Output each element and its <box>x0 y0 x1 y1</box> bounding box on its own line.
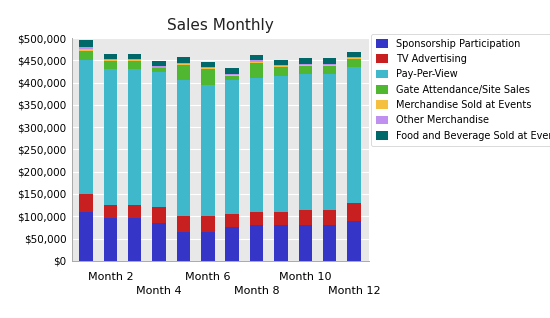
Bar <box>323 210 336 225</box>
Bar <box>347 57 361 58</box>
Bar <box>152 66 166 67</box>
Bar <box>104 59 117 60</box>
Bar <box>250 78 263 212</box>
Text: Month 6: Month 6 <box>185 272 230 282</box>
Bar <box>323 74 336 210</box>
Bar <box>152 68 166 72</box>
Bar <box>201 69 214 85</box>
Bar <box>226 214 239 227</box>
Text: Month 2: Month 2 <box>87 272 133 282</box>
Bar <box>250 55 263 60</box>
Bar <box>299 58 312 64</box>
Bar <box>250 60 263 62</box>
Text: Month 8: Month 8 <box>234 286 279 296</box>
Bar <box>152 72 166 207</box>
Bar <box>274 212 288 225</box>
Bar <box>128 218 141 261</box>
Bar <box>177 216 190 232</box>
Bar <box>274 59 288 65</box>
Bar <box>323 225 336 261</box>
Bar <box>250 212 263 225</box>
Bar <box>226 75 239 76</box>
Bar <box>104 61 117 69</box>
Bar <box>347 203 361 221</box>
Bar <box>201 68 214 69</box>
Bar <box>226 227 239 261</box>
Bar <box>347 59 361 67</box>
Bar <box>274 76 288 212</box>
Title: Sales Monthly: Sales Monthly <box>167 18 273 33</box>
Bar <box>152 207 166 223</box>
Bar <box>201 232 214 261</box>
Bar <box>347 52 361 57</box>
Bar <box>201 85 214 216</box>
Text: Month 4: Month 4 <box>136 286 182 296</box>
Bar <box>79 49 93 51</box>
Bar <box>79 194 93 212</box>
Bar <box>250 225 263 261</box>
Bar <box>274 225 288 261</box>
Bar <box>79 60 93 194</box>
Bar <box>323 64 336 65</box>
Bar <box>226 74 239 75</box>
Bar <box>347 221 361 261</box>
Bar <box>128 54 141 59</box>
Bar <box>128 69 141 205</box>
Legend: Sponsorship Participation, TV Advertising, Pay-Per-View, Gate Attendance/Site Sa: Sponsorship Participation, TV Advertisin… <box>371 34 550 146</box>
Bar <box>152 223 166 261</box>
Bar <box>226 80 239 214</box>
Bar <box>201 216 214 232</box>
Bar <box>226 76 239 80</box>
Bar <box>299 65 312 66</box>
Bar <box>347 67 361 203</box>
Bar <box>201 67 214 68</box>
Text: Month 10: Month 10 <box>279 272 332 282</box>
Bar <box>128 205 141 218</box>
Bar <box>152 67 166 68</box>
Bar <box>299 225 312 261</box>
Bar <box>79 51 93 60</box>
Bar <box>152 61 166 66</box>
Bar <box>323 66 336 74</box>
Bar <box>299 66 312 74</box>
Bar <box>250 63 263 78</box>
Bar <box>104 54 117 59</box>
Bar <box>299 64 312 65</box>
Bar <box>104 218 117 261</box>
Bar <box>299 74 312 210</box>
Bar <box>274 66 288 67</box>
Bar <box>274 67 288 76</box>
Bar <box>104 205 117 218</box>
Text: Month 12: Month 12 <box>328 286 380 296</box>
Bar <box>177 57 190 63</box>
Bar <box>128 61 141 69</box>
Bar <box>104 60 117 61</box>
Bar <box>104 69 117 205</box>
Bar <box>79 40 93 47</box>
Bar <box>79 47 93 49</box>
Bar <box>347 58 361 59</box>
Bar <box>250 62 263 63</box>
Bar <box>201 62 214 67</box>
Bar <box>128 60 141 61</box>
Bar <box>177 64 190 65</box>
Bar <box>299 210 312 225</box>
Bar <box>177 65 190 80</box>
Bar <box>226 68 239 74</box>
Bar <box>177 232 190 261</box>
Bar <box>79 212 93 261</box>
Bar <box>177 63 190 64</box>
Bar <box>274 65 288 66</box>
Bar <box>323 65 336 66</box>
Bar <box>128 59 141 60</box>
Bar <box>323 58 336 64</box>
Bar <box>177 80 190 216</box>
